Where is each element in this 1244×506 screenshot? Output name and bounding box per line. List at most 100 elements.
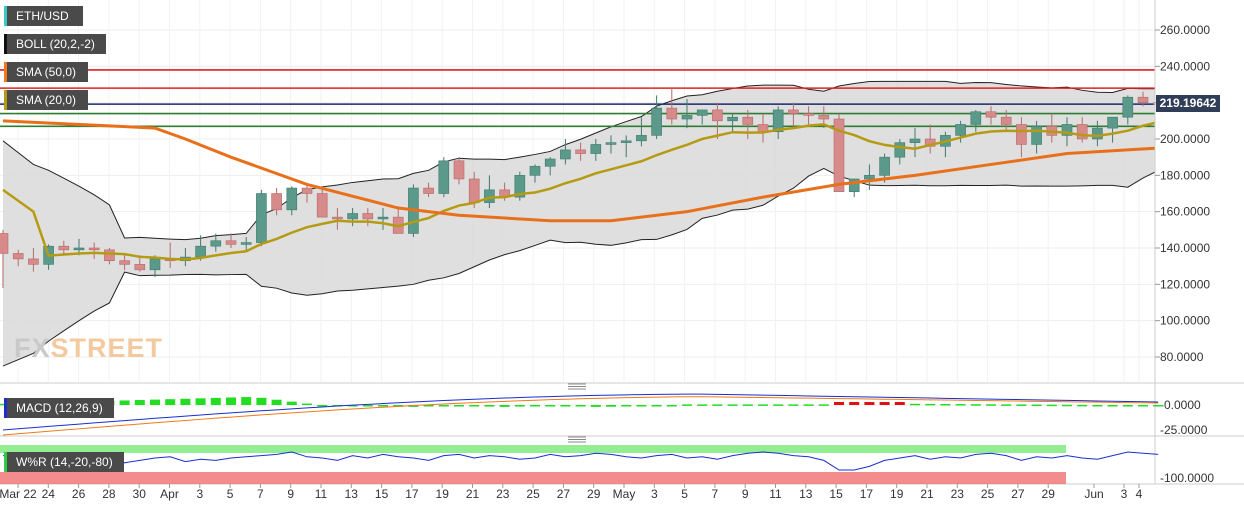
macd-histogram-bar: [530, 405, 540, 407]
x-tick-label: 5: [227, 487, 234, 501]
wr-resize-handle[interactable]: [568, 436, 586, 443]
price-axis: 260.0000240.0000220.0000200.0000180.0000…: [1155, 23, 1210, 364]
macd-histogram-bar: [590, 405, 601, 407]
macd-histogram-bar: [1153, 405, 1164, 407]
moving-averages: [2, 119, 1155, 261]
current-price-tag: 219.19642: [1156, 95, 1220, 112]
macd-histogram-bar: [758, 404, 768, 406]
macd-histogram-bar: [666, 405, 677, 407]
candle-body: [818, 115, 830, 120]
pair-swatch: [4, 6, 7, 26]
sma20-line: [2, 121, 1155, 261]
macd-panel: -0.0000 -25.0000: [0, 393, 1208, 437]
candle-body: [1092, 127, 1103, 140]
macd-histogram-bar: [1001, 404, 1012, 406]
candle-body: [28, 258, 39, 265]
candle-body: [955, 124, 966, 136]
candle-body: [1137, 96, 1149, 103]
bollinger-lower: [2, 167, 1155, 367]
candle-body: [909, 138, 921, 143]
candle-body: [240, 242, 252, 245]
macd-histogram-bar: [210, 397, 221, 405]
x-tick-label: 28: [102, 487, 116, 501]
macd-histogram-bar: [742, 404, 753, 406]
sma50-swatch: [4, 62, 7, 82]
macd-histogram-bar: [621, 405, 632, 407]
y-tick-label: 260.0000: [1160, 23, 1210, 37]
candle-body: [894, 142, 906, 158]
candle-body: [681, 115, 693, 120]
x-tick-label: 19: [890, 487, 904, 501]
x-tick-label: Apr: [160, 487, 179, 501]
x-tick-label: 13: [799, 487, 813, 501]
macd-label: MACD (12,26,9): [16, 401, 103, 415]
candle-body: [742, 116, 754, 125]
macd-histogram-bar: [302, 403, 312, 406]
macd-histogram-bar: [1107, 405, 1118, 407]
x-tick-label: 21: [920, 487, 934, 501]
candle-body: [271, 193, 282, 211]
sma50-legend[interactable]: SMA (50,0): [4, 62, 88, 82]
x-tick-label: 19: [436, 487, 450, 501]
candle-body: [514, 175, 526, 198]
macd-histogram-bar: [1122, 405, 1133, 407]
candle-body: [529, 165, 541, 176]
macd-legend[interactable]: MACD (12,26,9): [4, 398, 114, 418]
macd-histogram-bar: [955, 404, 966, 406]
macd-histogram-bar: [226, 397, 236, 405]
pair-label: ETH/USD: [16, 9, 69, 23]
candle-body: [453, 160, 465, 180]
macd-histogram-bar: [697, 404, 708, 406]
macd-histogram-bar: [1016, 404, 1027, 406]
x-tick-label: 9: [742, 487, 749, 501]
macd-histogram-bar: [606, 405, 616, 407]
date-axis: Mar 22 24 26 28 30 Apr 3 5 7 9 11 13 15 17 19 21 23 25 27 2…: [0, 484, 1143, 501]
boll-legend[interactable]: BOLL (20,2,-2): [4, 34, 106, 54]
macd-histogram-bar: [940, 403, 951, 406]
candle-body: [605, 142, 617, 145]
x-tick-label: 27: [557, 487, 571, 501]
x-tick-label: Jun: [1084, 487, 1103, 501]
macd-histogram-bar: [286, 401, 297, 405]
macd-histogram-bar: [560, 405, 571, 407]
candle-body: [712, 109, 723, 122]
bollinger-bands: [2, 80, 1155, 367]
candle-body: [1107, 116, 1118, 129]
candle-body: [347, 213, 358, 220]
macd-histogram-bar: [864, 402, 875, 405]
macd-histogram-bar: [818, 404, 829, 406]
macd-histogram-bar: [1031, 404, 1042, 407]
candle-body: [377, 216, 389, 220]
candle-body: [727, 116, 738, 122]
candle-body: [88, 247, 100, 251]
wr-legend[interactable]: W%R (14,-20,-80): [4, 452, 124, 472]
y-tick-label: 100.0000: [1160, 314, 1210, 328]
x-tick-label: 15: [375, 487, 389, 501]
candle-body: [58, 245, 70, 251]
macd-histogram-bar: [378, 405, 388, 407]
macd-histogram-bar: [484, 405, 495, 407]
x-tick-label: May: [613, 487, 636, 501]
candle-body: [1000, 116, 1012, 125]
macd-histogram-bar: [241, 397, 252, 405]
macd-histogram-bar: [1062, 404, 1072, 407]
macd-swatch: [4, 398, 7, 418]
pair-legend[interactable]: ETH/USD: [4, 6, 83, 26]
macd-histogram-bar: [347, 405, 358, 407]
x-tick-label: 30: [133, 487, 147, 501]
x-tick-label: 9: [287, 487, 294, 501]
sma20-swatch: [4, 90, 7, 110]
x-tick-label: 23: [951, 487, 965, 501]
sma20-legend[interactable]: SMA (20,0): [4, 90, 88, 110]
candle-body: [423, 187, 434, 194]
x-tick-label: 23: [496, 487, 510, 501]
y-tick-label: 120.0000: [1160, 277, 1210, 291]
candle-body: [225, 240, 237, 245]
y-tick-label: 140.0000: [1160, 241, 1210, 255]
wr-line: [2, 451, 1159, 471]
x-tick-label: 7: [712, 487, 719, 501]
candle-body: [438, 160, 450, 194]
macd-resize-handle[interactable]: [568, 383, 586, 390]
candle-body: [864, 175, 875, 180]
macd-histogram-bar: [925, 403, 936, 406]
